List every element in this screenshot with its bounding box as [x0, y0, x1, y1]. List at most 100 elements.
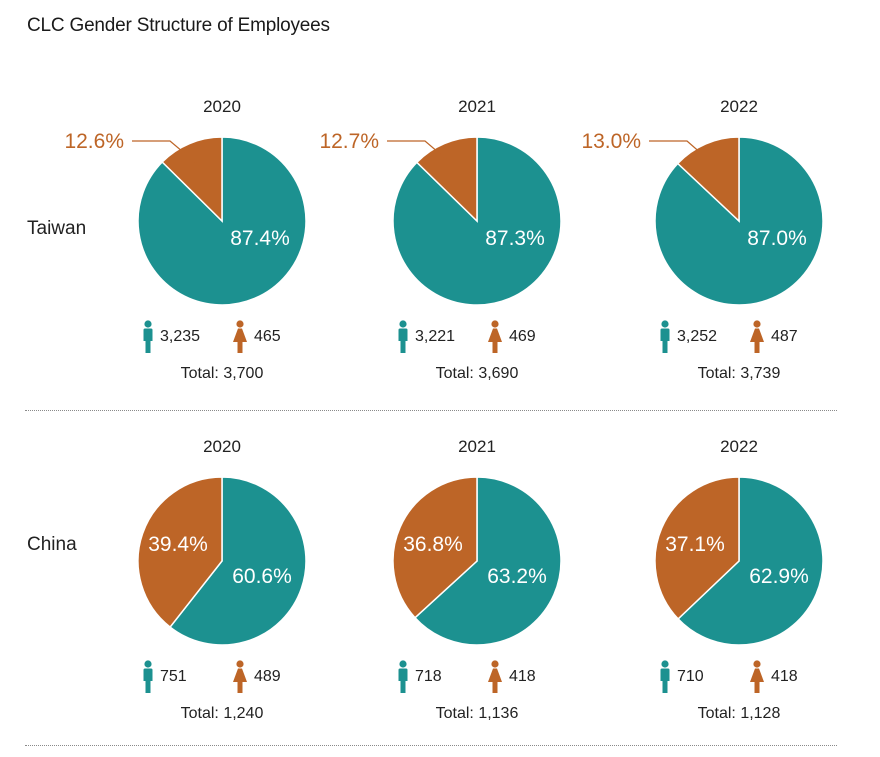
pie-slice-male	[169, 476, 307, 646]
year-label: 2022	[720, 97, 758, 116]
pie-label-female: 37.1%	[665, 533, 725, 556]
total-value: 1,240	[223, 705, 264, 722]
pie-label-female: 13.0%	[581, 130, 641, 153]
total-value: 3,739	[740, 365, 781, 382]
female-person-icon	[750, 660, 764, 693]
male-person-icon	[398, 320, 408, 353]
pie-slice-female	[161, 136, 223, 223]
total-value: 1,136	[478, 705, 519, 722]
male-person-icon	[660, 320, 670, 353]
female-count-value: 469	[509, 328, 536, 345]
pie-chart-panel: 2021 63.2% 36.8% 718 418 Total: 1,136	[377, 437, 637, 737]
total-prefix: Total:	[435, 705, 479, 722]
male-count: 3,221	[397, 319, 455, 355]
gender-count-row: 3,235 465	[122, 319, 322, 355]
page-title: CLC Gender Structure of Employees	[27, 15, 330, 36]
pie-chart: 87.4% 12.6%	[64, 130, 307, 306]
female-count: 489	[232, 659, 281, 695]
male-count: 718	[397, 659, 442, 695]
pie-slice-male	[413, 476, 562, 646]
male-count-value: 718	[415, 668, 442, 685]
female-count: 418	[487, 659, 536, 695]
total-prefix: Total:	[697, 705, 741, 722]
female-count: 465	[232, 319, 281, 355]
pie-label-female: 39.4%	[148, 533, 208, 556]
year-label: 2022	[720, 437, 758, 456]
pie-slice-male	[677, 476, 824, 646]
male-count-value: 3,235	[160, 328, 201, 345]
female-count-value: 418	[771, 668, 798, 685]
total-count: Total: 1,240	[122, 705, 322, 723]
year-label: 2021	[458, 97, 496, 116]
total-count: Total: 3,690	[377, 365, 577, 383]
total-prefix: Total:	[180, 365, 224, 382]
male-count: 3,252	[659, 319, 717, 355]
pie-label-female: 36.8%	[403, 533, 463, 556]
pie-label-male: 87.0%	[747, 227, 807, 250]
female-count-value: 487	[771, 328, 798, 345]
total-prefix: Total:	[697, 365, 741, 382]
male-person-icon	[398, 660, 408, 693]
pie-slice-female	[654, 476, 740, 620]
pie-chart: 60.6% 39.4%	[137, 476, 307, 646]
gender-count-row: 710 418	[639, 659, 839, 695]
pie-slice-female	[415, 136, 478, 223]
total-count: Total: 1,136	[377, 705, 577, 723]
gender-count-row: 751 489	[122, 659, 322, 695]
pie-chart: 62.9% 37.1%	[654, 476, 824, 646]
pie-chart-panel: 2021 87.3% 12.7% 3,221 469 Total: 3,690	[319, 97, 637, 397]
pie-leader-line	[387, 140, 454, 166]
section-divider	[25, 410, 837, 411]
pie-chart: 87.3% 12.7%	[319, 130, 562, 306]
female-count: 418	[749, 659, 798, 695]
total-value: 1,128	[740, 705, 781, 722]
male-person-icon	[143, 320, 153, 353]
total-count: Total: 1,128	[639, 705, 839, 723]
total-value: 3,690	[478, 365, 519, 382]
pie-chart: 87.0% 13.0%	[581, 130, 824, 306]
female-count-value: 489	[254, 668, 281, 685]
female-person-icon	[488, 320, 502, 353]
year-label: 2021	[458, 437, 496, 456]
region-label-china: China	[27, 534, 77, 555]
gender-count-row: 3,221 469	[377, 319, 577, 355]
pie-chart: 63.2% 36.8%	[392, 476, 562, 646]
pie-label-male: 60.6%	[232, 565, 292, 588]
total-prefix: Total:	[180, 705, 224, 722]
year-label: 2020	[203, 437, 241, 456]
pie-label-female: 12.7%	[319, 130, 379, 153]
pie-label-male: 87.3%	[485, 227, 545, 250]
male-count-value: 3,252	[677, 328, 718, 345]
female-count: 469	[487, 319, 536, 355]
male-count: 710	[659, 659, 704, 695]
pie-label-male: 63.2%	[487, 565, 547, 588]
total-value: 3,700	[223, 365, 264, 382]
pie-slice-female	[137, 476, 223, 629]
pie-leader-line	[649, 140, 716, 166]
total-count: Total: 3,700	[122, 365, 322, 383]
male-count-value: 3,221	[415, 328, 456, 345]
female-count-value: 418	[509, 668, 536, 685]
female-person-icon	[233, 320, 247, 353]
male-count: 751	[142, 659, 187, 695]
female-person-icon	[750, 320, 764, 353]
male-count-value: 710	[677, 668, 704, 685]
gender-count-row: 3,252 487	[639, 319, 839, 355]
pie-chart-panel: 2022 87.0% 13.0% 3,252 487 Total: 3,739	[581, 97, 880, 397]
male-person-icon	[660, 660, 670, 693]
male-count: 3,235	[142, 319, 200, 355]
male-person-icon	[143, 660, 153, 693]
pie-slice-female	[676, 136, 740, 223]
total-count: Total: 3,739	[639, 365, 839, 383]
pie-slice-female	[392, 476, 478, 619]
pie-label-male: 87.4%	[230, 227, 290, 250]
region-label-taiwan: Taiwan	[27, 218, 87, 239]
pie-label-male: 62.9%	[749, 565, 809, 588]
pie-label-female: 12.6%	[64, 130, 124, 153]
year-label: 2020	[203, 97, 241, 116]
male-count-value: 751	[160, 668, 187, 685]
pie-chart-panel: 2020 60.6% 39.4% 751 489 Total: 1,240	[122, 437, 382, 737]
pie-chart-panel: 2020 87.4% 12.6% 3,235 465 Total: 3,700	[64, 97, 382, 397]
gender-count-row: 718 418	[377, 659, 577, 695]
female-person-icon	[233, 660, 247, 693]
